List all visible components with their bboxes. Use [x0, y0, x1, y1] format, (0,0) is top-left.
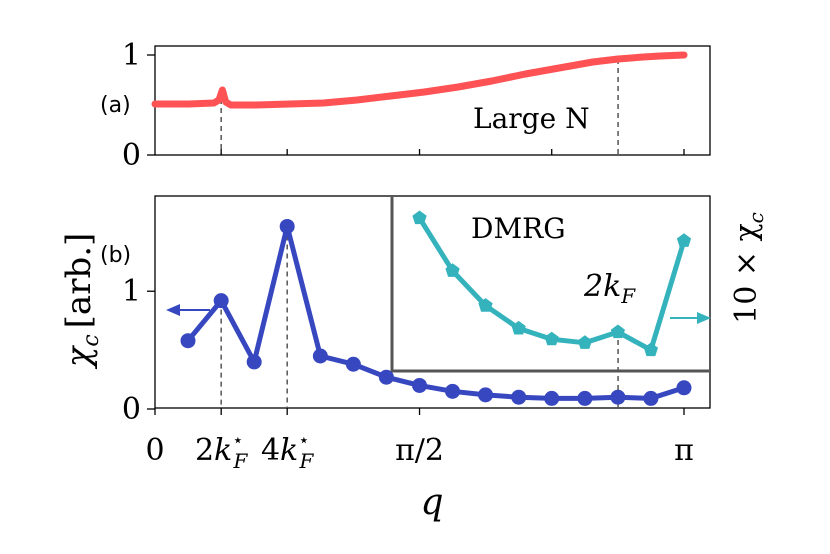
inset-series-point — [676, 233, 692, 247]
panel-b-tag: (b) — [100, 243, 131, 268]
panel-a-ytick-label: 1 — [122, 38, 141, 73]
main-series-point — [610, 389, 626, 405]
panel-a-ytick-label: 0 — [122, 138, 141, 173]
main-series-point — [345, 356, 361, 372]
inset-series-point — [643, 342, 658, 357]
main-series-point — [544, 390, 560, 406]
main-series-line — [186, 223, 685, 401]
panel-b-xtick-label: 4k⋆ F — [261, 430, 315, 473]
inset-series-point — [511, 320, 526, 335]
main-series-point — [445, 383, 461, 399]
inset-box — [390, 197, 709, 373]
panel-a-frame — [154, 45, 711, 156]
main-series-point — [246, 354, 262, 370]
panel-b: 0 1 0 2k⋆ F 4k⋆ F π/2 π DMRG 2kF (b) χc[arb.] 10… — [59, 195, 768, 523]
dmrg-label: DMRG — [471, 212, 566, 245]
main-series-point — [643, 390, 659, 406]
large-n-curve — [151, 51, 688, 109]
panel-b-ytick-label: 1 — [122, 274, 141, 309]
main-series-point — [478, 387, 494, 403]
main-series-point — [378, 369, 394, 385]
panel-b-xtick-label: 0 — [145, 433, 164, 468]
main-series-point — [511, 389, 527, 405]
two-kf-annotation: 2kF — [583, 269, 636, 308]
right-axis-arrow — [670, 312, 711, 324]
panel-b-xtick-label: π/2 — [395, 433, 444, 468]
y-axis-label: χc[arb.] — [59, 233, 104, 370]
inset-series-point — [412, 210, 427, 225]
main-series-point — [213, 293, 229, 309]
panel-b-xtick-label: π — [674, 433, 694, 468]
main-series-point — [577, 390, 593, 406]
panel-b-frame — [154, 195, 711, 409]
inset-series-point — [610, 324, 625, 339]
main-series-point — [312, 348, 328, 364]
panel-a: 0 1 Large N (a) — [100, 38, 711, 173]
main-series-point — [180, 333, 196, 349]
right-axis-label: 10 × χc — [729, 212, 768, 324]
svg-text:10 × χc: 10 × χc — [729, 212, 768, 324]
x-axis-label: q — [420, 482, 443, 523]
large-n-label: Large N — [473, 102, 590, 135]
main-series-point — [412, 377, 428, 393]
panel-b-xtick-label: 2k⋆ F — [195, 430, 249, 473]
inset-series-point — [445, 263, 460, 277]
main-series-point — [279, 218, 295, 234]
svg-text:χc[arb.]: χc[arb.] — [59, 233, 104, 370]
panel-b-ytick-label: 0 — [122, 392, 141, 427]
panel-a-tag: (a) — [100, 93, 131, 118]
inset-series-point — [478, 298, 493, 312]
inset-series-point — [544, 331, 559, 346]
left-axis-arrow — [166, 304, 210, 316]
main-series-point — [676, 380, 692, 396]
inset-series-point — [577, 335, 592, 349]
